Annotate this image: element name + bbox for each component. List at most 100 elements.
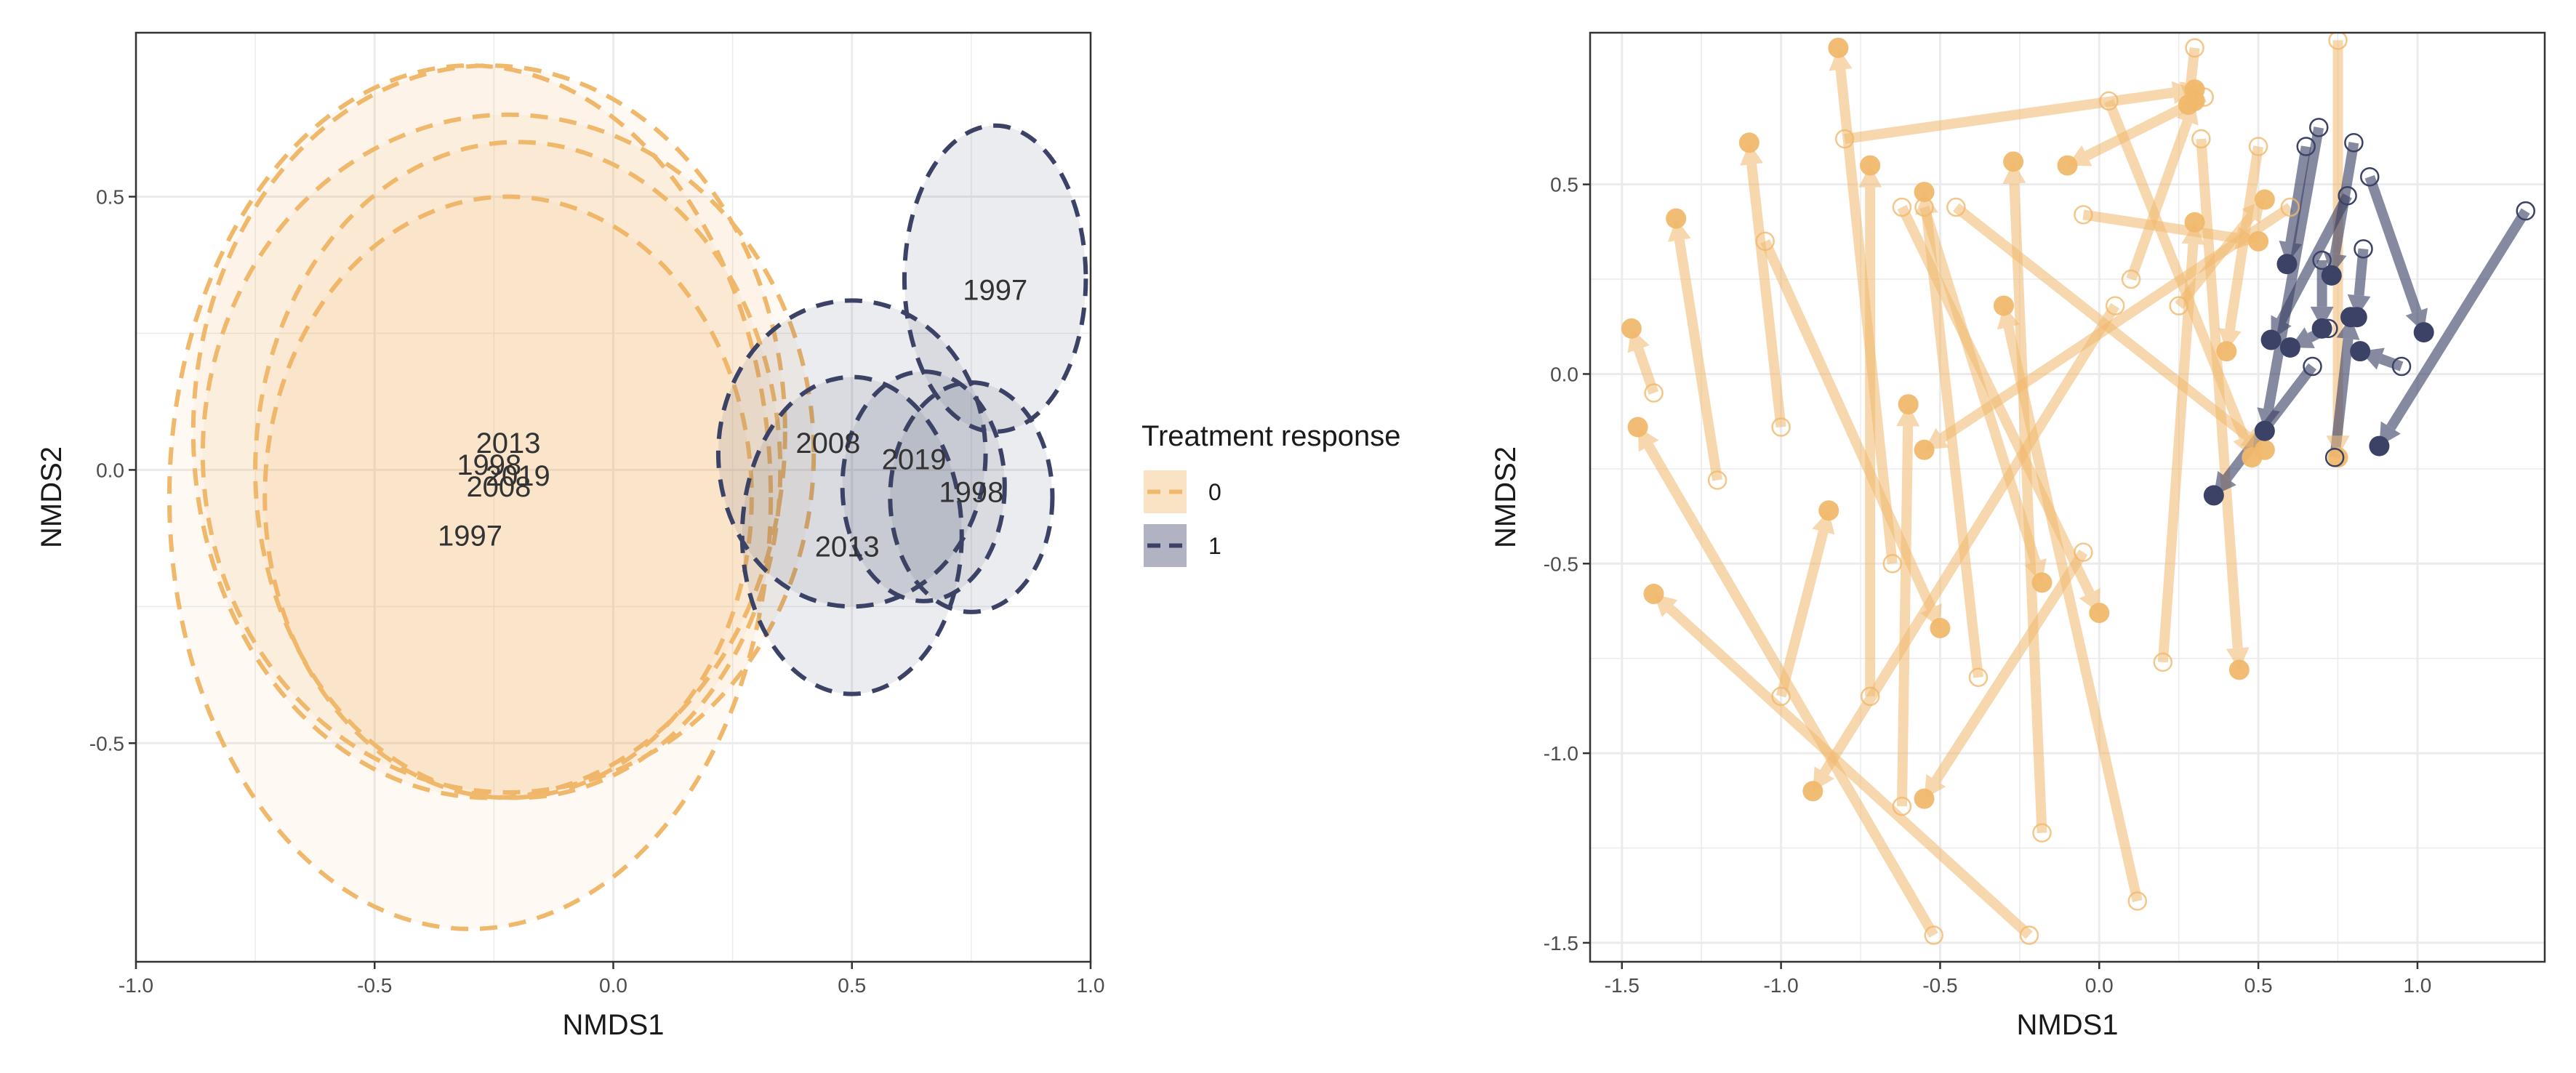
arrow-line xyxy=(1931,549,2088,784)
arrow-end-point xyxy=(2031,572,2053,593)
y-tick-label: 0.5 xyxy=(96,186,124,209)
arrow-start-point xyxy=(2169,296,2188,316)
arrow-end-point xyxy=(2279,337,2300,358)
nmds-ellipse-panel: 1997199820082013201919971998200820132019… xyxy=(36,31,1104,1041)
x-tick-label: 0.5 xyxy=(838,974,866,997)
arrow-end-point xyxy=(1643,584,1664,605)
arrow-start-point xyxy=(2105,296,2125,316)
y-tick-label: -0.5 xyxy=(1544,552,1578,575)
arrow-start-point xyxy=(2280,197,2300,217)
treatment-response-legend: Treatment response 0 1 xyxy=(1141,420,1400,567)
ellipse-group1-2019 xyxy=(840,369,1007,603)
arrow-start-point xyxy=(2296,137,2316,156)
x-axis-title: NMDS1 xyxy=(2016,1009,2118,1041)
arrow-head xyxy=(2347,294,2371,318)
year-label-group0-1997: 1997 xyxy=(438,521,502,552)
arrow-end-point xyxy=(1666,208,1687,229)
year-label-group0-2013: 2013 xyxy=(476,427,541,459)
ellipse-group0-1998 xyxy=(190,63,787,800)
ellipse-group0-1997 xyxy=(166,63,774,931)
arrow-start-point xyxy=(2360,166,2380,187)
y-tick-label: -1.0 xyxy=(1544,742,1578,765)
arrow-end-point xyxy=(2369,435,2390,457)
arrow-end-point xyxy=(1802,781,1823,802)
arrow-head xyxy=(2336,317,2360,340)
arrow-start-point xyxy=(2074,542,2093,562)
arrow-line xyxy=(1896,426,1914,807)
arrow-start-point xyxy=(2194,87,2214,107)
y-tick-label: -1.5 xyxy=(1544,932,1578,955)
ellipse-group0-2008 xyxy=(200,112,816,795)
arrow-head xyxy=(2323,252,2347,276)
y-axis-title: NMDS2 xyxy=(1490,446,1522,548)
arrow-end-point xyxy=(2184,212,2205,233)
legend-title: Treatment response xyxy=(1141,420,1400,452)
arrow-line xyxy=(2003,326,2143,903)
arrow-line xyxy=(2186,47,2200,84)
arrow-end-point xyxy=(1828,37,1849,58)
arrow-line xyxy=(2285,145,2311,244)
arrow-end-point xyxy=(1914,439,1935,460)
arrow-line xyxy=(2196,138,2243,648)
arrow-line xyxy=(1666,605,2033,939)
x-tick-label: -0.5 xyxy=(357,974,392,997)
year-label-group1-2008: 2008 xyxy=(795,427,860,459)
arrow-end-point xyxy=(2260,329,2282,350)
legend-label-1: 1 xyxy=(1208,533,1221,559)
arrow-start-point xyxy=(1834,129,1855,149)
arrow-start-point xyxy=(2338,186,2357,206)
arrow-end-point xyxy=(2203,485,2224,506)
arrow-lines xyxy=(1634,40,2530,939)
arrow-start-point xyxy=(2354,239,2373,259)
arrow-line xyxy=(1820,302,2120,776)
arrow-start-point xyxy=(2248,137,2268,156)
x-tick-label: -0.5 xyxy=(1922,974,1957,997)
arrow-line xyxy=(1921,213,1983,678)
arrow-start-point xyxy=(2032,823,2052,843)
arrow-start-point xyxy=(1860,686,1880,707)
arrow-end-point xyxy=(2276,254,2298,275)
arrow-end-point xyxy=(1914,788,1935,809)
y-axis-title: NMDS2 xyxy=(36,446,68,548)
arrow-start-point xyxy=(2019,925,2039,945)
arrow-start-point xyxy=(1882,554,1903,574)
arrow-start-point xyxy=(1892,197,1912,217)
x-tick-label: -1.0 xyxy=(1763,974,1798,997)
arrow-line xyxy=(2354,248,2369,297)
arrow-line xyxy=(1775,530,1829,698)
arrow-line xyxy=(2157,244,2199,663)
y-tick-label: 0.0 xyxy=(1550,363,1578,385)
arrow-start-point xyxy=(2324,447,2345,467)
arrow-end-point xyxy=(2248,230,2269,252)
arrow-start-point xyxy=(1755,231,1775,252)
arrow-end-point xyxy=(2178,95,2199,116)
arrow-start-point xyxy=(2099,91,2119,111)
x-tick-label: 0.0 xyxy=(2085,974,2114,997)
arrow-start-point xyxy=(1924,925,1943,945)
arrow-end-point xyxy=(1914,182,1935,203)
arrow-start-point xyxy=(2191,129,2211,149)
arrow-line xyxy=(1952,203,2251,441)
arrow-head xyxy=(1896,404,1920,427)
arrow-end-point xyxy=(2254,420,2275,441)
ellipse-group1-1997 xyxy=(902,123,1088,434)
arrow-line xyxy=(2364,174,2422,314)
arrow-end-point xyxy=(2327,447,2348,468)
arrow-start-point xyxy=(2312,250,2332,270)
ellipse-group1-1998 xyxy=(888,380,1055,614)
arrow-end-point xyxy=(2216,341,2237,362)
arrow-head xyxy=(1740,142,1764,166)
arrow-start-point xyxy=(2121,269,2141,289)
ellipse-group0-2019 xyxy=(253,140,783,800)
arrow-line xyxy=(1919,205,2041,563)
arrow-end-point xyxy=(1898,394,1919,415)
arrow-head xyxy=(1668,218,1691,242)
arrow-head xyxy=(2326,435,2350,458)
arrow-start-point xyxy=(2516,201,2535,221)
arrow-start-point xyxy=(1707,470,1728,490)
arrow-start-point xyxy=(2074,205,2093,225)
arrow-head xyxy=(2279,241,2303,265)
arrow-end-point xyxy=(2003,151,2024,172)
arrow-end-point xyxy=(2057,155,2078,176)
